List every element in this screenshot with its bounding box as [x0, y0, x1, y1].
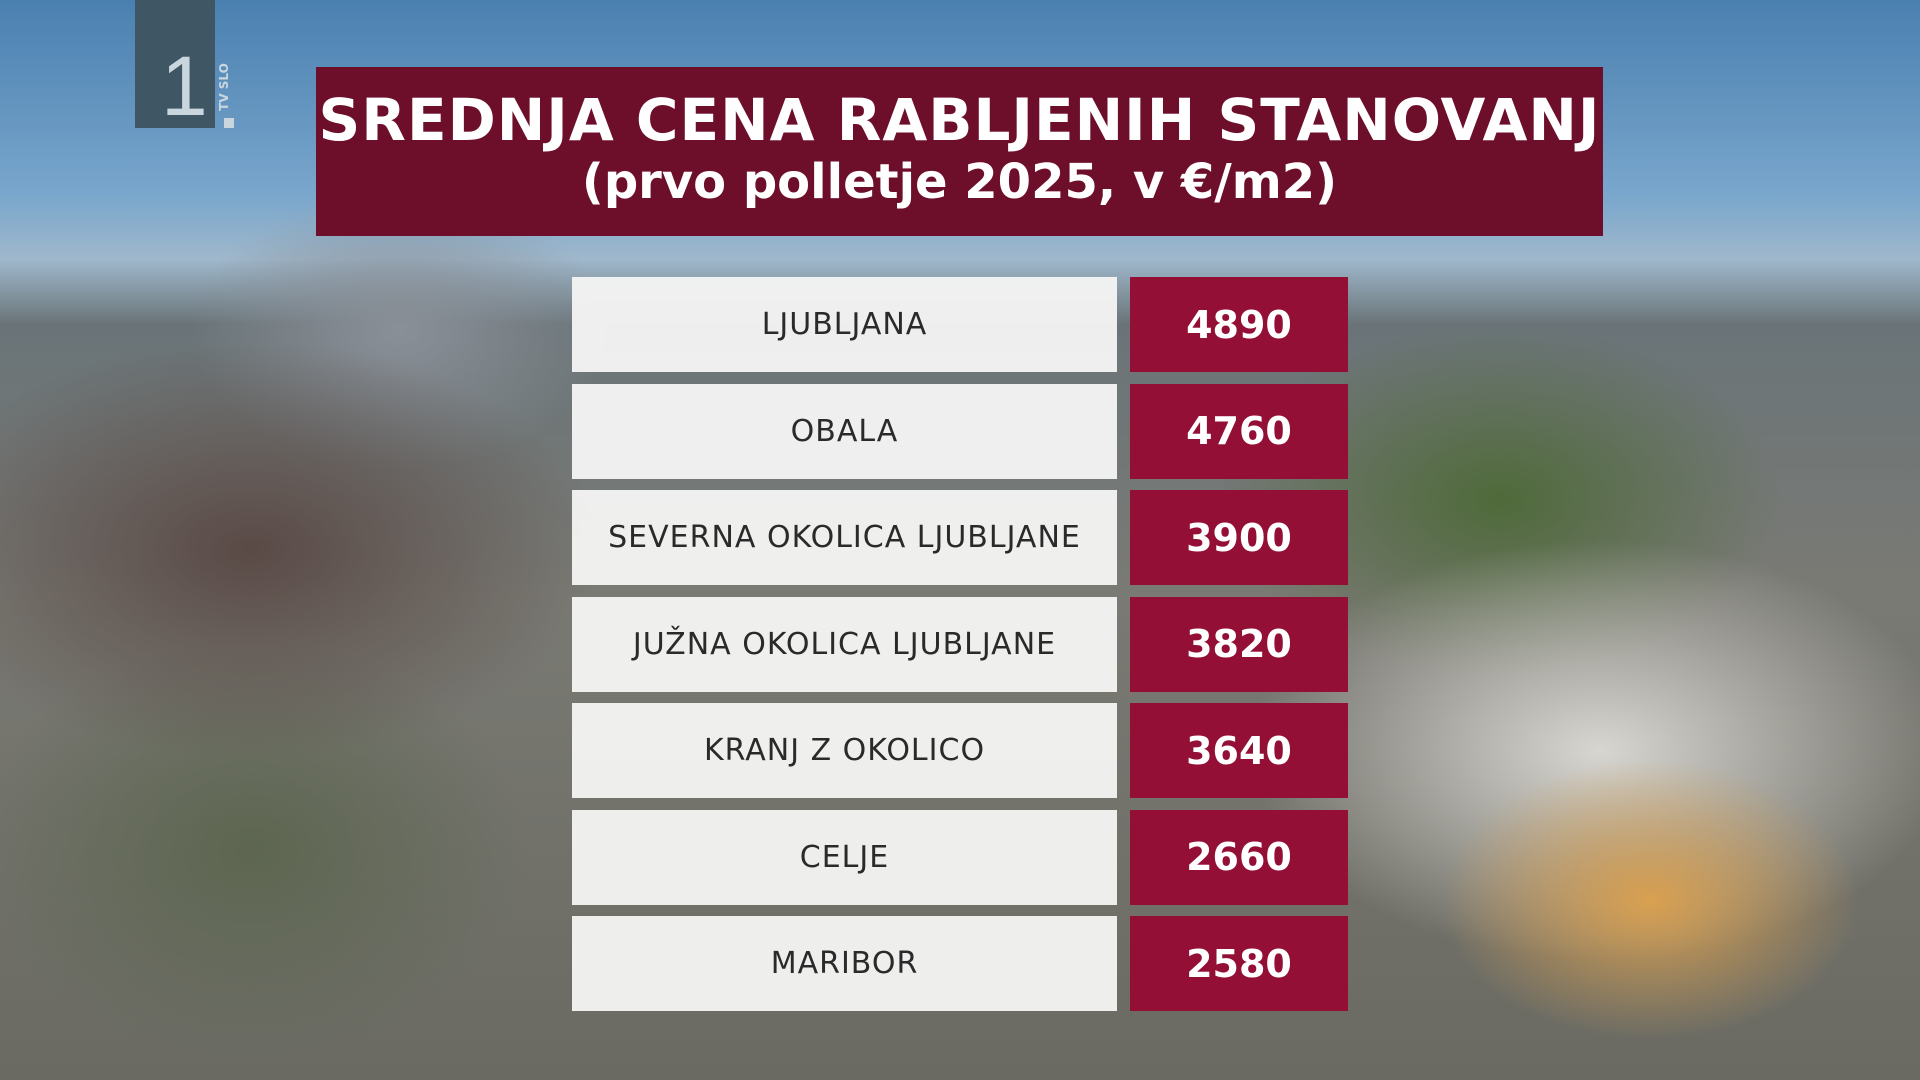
table-row: KRANJ Z OKOLICO 3640 — [572, 703, 1348, 798]
region-label: MARIBOR — [572, 916, 1117, 1011]
price-value: 4890 — [1130, 277, 1348, 372]
channel-number: 1 — [161, 39, 208, 133]
channel-logo: 1 — [135, 0, 215, 128]
price-value: 3820 — [1130, 596, 1348, 692]
square-icon — [224, 118, 234, 128]
region-label: LJUBLJANA — [572, 277, 1117, 372]
region-label: SEVERNA OKOLICA LJUBLJANE — [572, 490, 1117, 585]
table-row: JUŽNA OKOLICA LJUBLJANE 3820 — [572, 596, 1348, 692]
region-label: KRANJ Z OKOLICO — [572, 703, 1117, 798]
table-row: SEVERNA OKOLICA LJUBLJANE 3900 — [572, 490, 1348, 585]
table-row: OBALA 4760 — [572, 383, 1348, 479]
title-banner: SREDNJA CENA RABLJENIH STANOVANJ (prvo p… — [316, 67, 1603, 236]
region-label: CELJE — [572, 809, 1117, 905]
channel-name-text: TV SLO — [216, 63, 231, 111]
table-row: CELJE 2660 — [572, 809, 1348, 905]
channel-name: TV SLO — [217, 58, 236, 130]
price-value: 3640 — [1130, 703, 1348, 798]
price-value: 3900 — [1130, 490, 1348, 585]
price-value: 2580 — [1130, 916, 1348, 1011]
table-row: MARIBOR 2580 — [572, 916, 1348, 1011]
page-subtitle: (prvo polletje 2025, v €/m2) — [581, 154, 1338, 210]
region-label: JUŽNA OKOLICA LJUBLJANE — [572, 596, 1117, 692]
region-label: OBALA — [572, 383, 1117, 479]
price-value: 4760 — [1130, 383, 1348, 479]
page-title: SREDNJA CENA RABLJENIH STANOVANJ — [318, 86, 1601, 154]
table-row: LJUBLJANA 4890 — [572, 277, 1348, 372]
price-value: 2660 — [1130, 809, 1348, 905]
